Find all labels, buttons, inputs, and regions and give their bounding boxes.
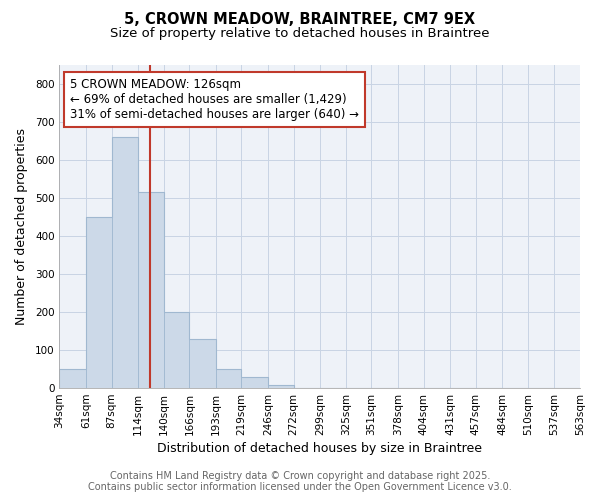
Text: 5 CROWN MEADOW: 126sqm
← 69% of detached houses are smaller (1,429)
31% of semi-: 5 CROWN MEADOW: 126sqm ← 69% of detached… (70, 78, 359, 121)
Bar (138, 192, 164, 388)
Y-axis label: Number of detached properties: Number of detached properties (15, 128, 28, 325)
Bar (190, 338, 216, 388)
Bar (164, 312, 190, 388)
Text: Size of property relative to detached houses in Braintree: Size of property relative to detached ho… (110, 28, 490, 40)
Text: Contains HM Land Registry data © Crown copyright and database right 2025.
Contai: Contains HM Land Registry data © Crown c… (88, 471, 512, 492)
Text: 5, CROWN MEADOW, BRAINTREE, CM7 9EX: 5, CROWN MEADOW, BRAINTREE, CM7 9EX (124, 12, 476, 28)
Bar (86, 217, 112, 388)
Bar (241, 376, 268, 388)
X-axis label: Distribution of detached houses by size in Braintree: Distribution of detached houses by size … (157, 442, 482, 455)
Bar (59, 369, 86, 388)
Bar (268, 385, 293, 388)
Bar (216, 369, 241, 388)
Bar (112, 137, 138, 388)
